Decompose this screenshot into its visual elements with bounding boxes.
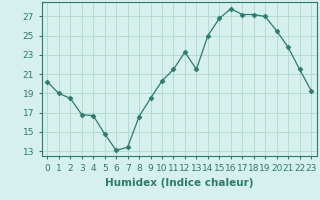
X-axis label: Humidex (Indice chaleur): Humidex (Indice chaleur) [105, 178, 253, 188]
